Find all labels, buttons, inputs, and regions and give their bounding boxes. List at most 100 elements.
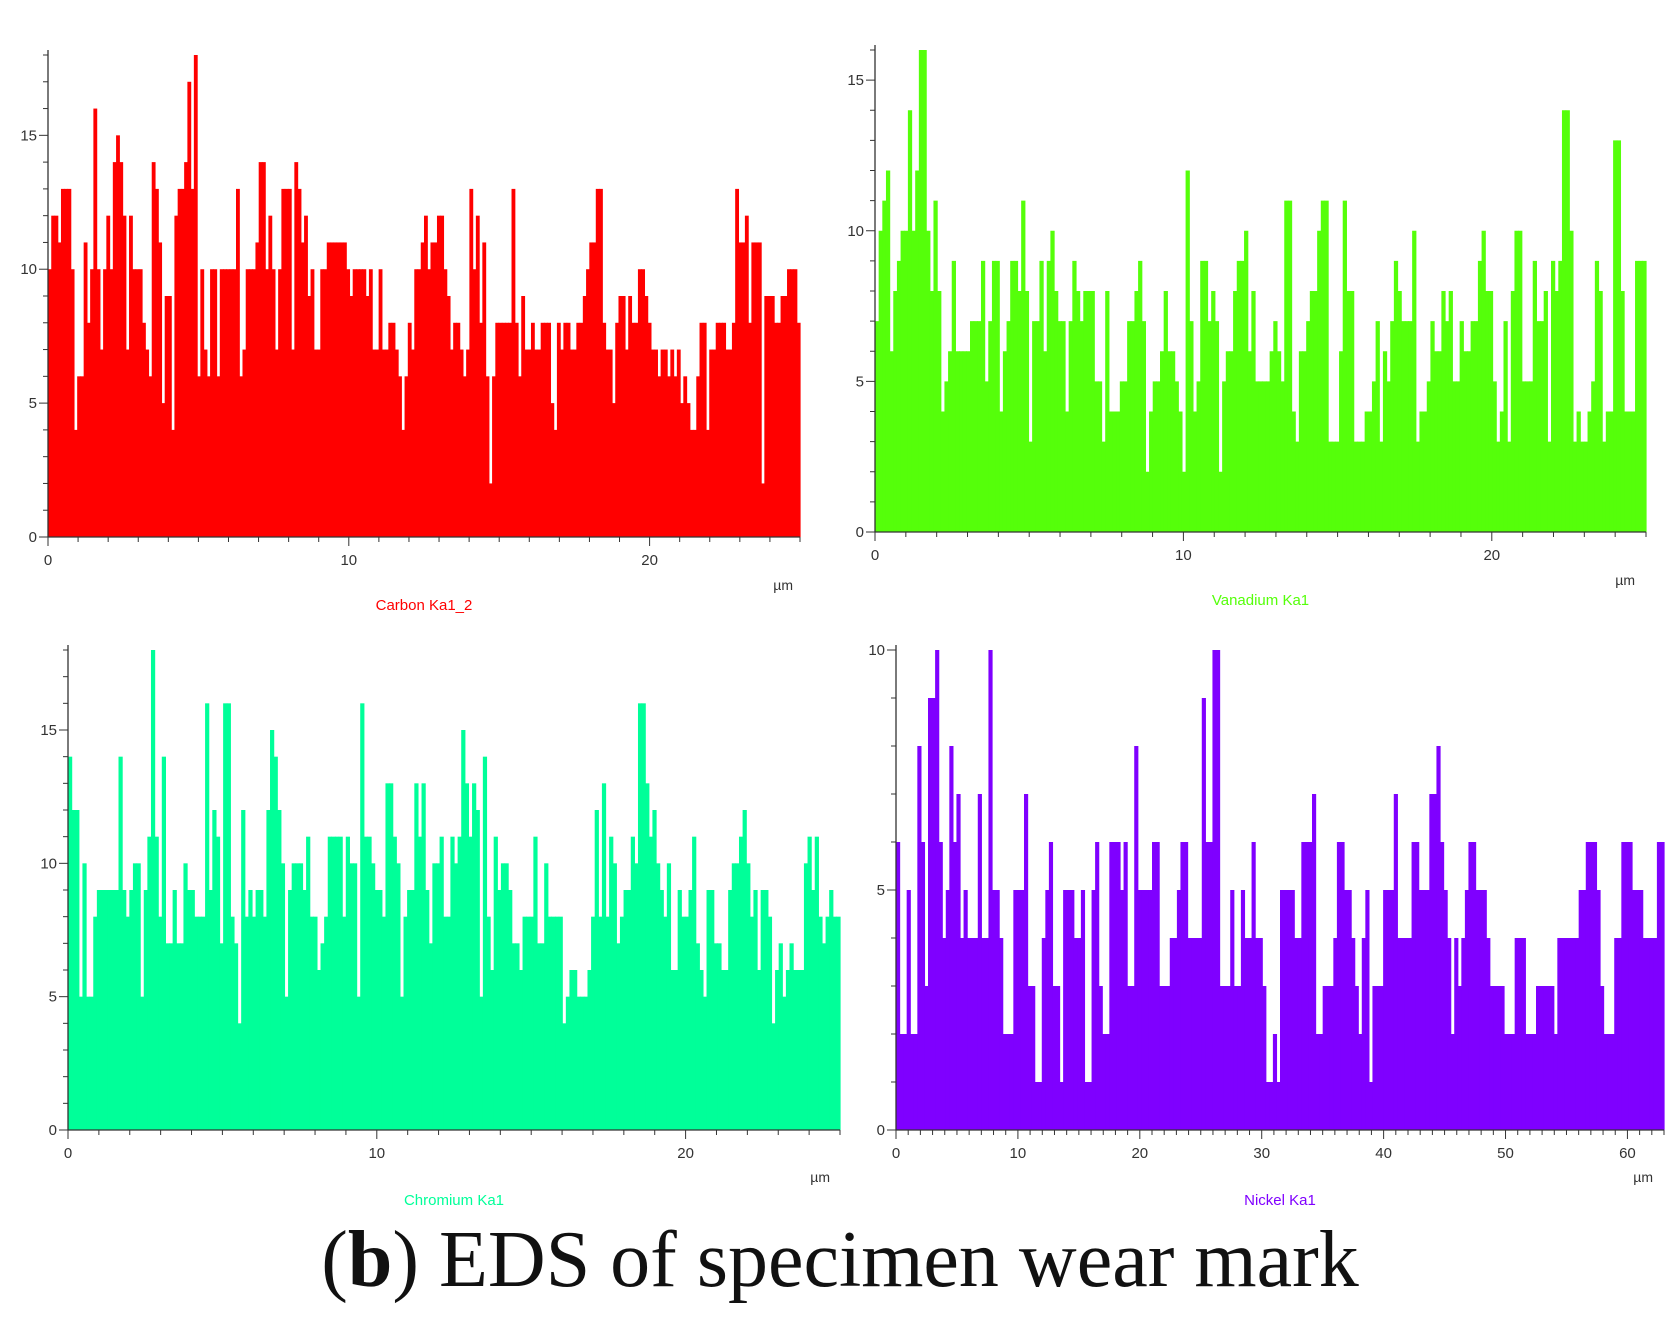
bar [1024, 291, 1030, 532]
bar [1521, 381, 1527, 533]
bar [255, 242, 260, 537]
bar [1027, 986, 1032, 1130]
bar [688, 890, 693, 1130]
bar [486, 916, 491, 1130]
bar [811, 890, 816, 1130]
bar [738, 242, 743, 537]
bar [731, 322, 736, 537]
bar [1315, 1034, 1320, 1130]
bar [167, 296, 172, 537]
bar [918, 50, 924, 532]
bar [931, 698, 936, 1130]
bar [226, 703, 231, 1130]
bar [1072, 260, 1077, 533]
bar [1635, 260, 1640, 533]
bar [999, 411, 1004, 532]
bar [466, 349, 470, 537]
bar [977, 321, 982, 533]
bar [821, 943, 827, 1130]
bar [1368, 411, 1373, 532]
bar [540, 943, 545, 1130]
bar [907, 110, 913, 532]
bar [111, 890, 116, 1130]
bar [945, 890, 950, 1130]
bar [320, 943, 325, 1130]
y-tick-label: 15 [847, 72, 864, 89]
bar [492, 376, 496, 537]
bar [48, 269, 52, 537]
bar [1532, 260, 1537, 533]
bar [1547, 441, 1552, 533]
bar [1218, 471, 1223, 532]
bar [1112, 411, 1117, 532]
bar [757, 242, 762, 537]
bar [145, 349, 150, 537]
bar [1598, 291, 1603, 532]
x-tick-label: 20 [1483, 547, 1500, 564]
bar [1294, 938, 1299, 1130]
bar [959, 351, 964, 532]
bar [1160, 351, 1165, 532]
bar [1339, 351, 1344, 532]
bar [268, 215, 273, 538]
bar [138, 269, 143, 537]
bar [526, 916, 531, 1130]
bar [1290, 890, 1295, 1130]
bar [1432, 794, 1438, 1130]
bar [244, 916, 249, 1130]
bar [1329, 986, 1334, 1130]
bar [920, 842, 926, 1130]
bar [1529, 381, 1534, 533]
bar [251, 916, 257, 1130]
bar [436, 215, 441, 538]
bar [71, 810, 76, 1130]
bar [693, 429, 697, 537]
bar [1425, 890, 1430, 1130]
bar [1065, 411, 1070, 532]
bar [404, 376, 409, 537]
bar [885, 170, 891, 532]
bar [1317, 230, 1322, 532]
bar [1468, 842, 1473, 1130]
bar [1152, 842, 1157, 1130]
bar [223, 703, 228, 1130]
bar [944, 381, 949, 533]
bar [591, 916, 596, 1130]
bar [355, 269, 360, 537]
bar [1423, 411, 1428, 532]
x-tick-label: 20 [641, 552, 658, 569]
bar [99, 349, 104, 537]
bar [1123, 842, 1128, 1130]
bar [313, 349, 318, 537]
y-tick-label: 0 [877, 1122, 885, 1139]
bar [378, 269, 383, 537]
bar [728, 890, 733, 1130]
bar [54, 215, 59, 538]
bar [1511, 1034, 1516, 1130]
bar [1445, 321, 1450, 533]
bar [381, 916, 387, 1130]
bar [1185, 170, 1190, 532]
carbon-chart: 0 5 10 15 0 10 20 µm Carbon Ka1_2 [20, 50, 801, 614]
bar [1119, 381, 1125, 533]
bar [1571, 938, 1576, 1130]
bar [634, 322, 639, 537]
bar [1631, 411, 1636, 532]
bar [1212, 650, 1217, 1130]
bar [212, 810, 217, 1130]
bar [1443, 890, 1448, 1130]
bar [1447, 938, 1452, 1130]
bar [1455, 381, 1461, 533]
bar [1063, 890, 1068, 1130]
bar [1379, 441, 1384, 533]
bar [1551, 260, 1556, 533]
bar [498, 322, 503, 537]
bar [363, 836, 369, 1130]
bar [1503, 321, 1508, 533]
bars [875, 50, 1647, 533]
bar [1094, 381, 1099, 533]
bar [735, 863, 740, 1130]
bar [132, 269, 137, 537]
bar [424, 215, 428, 538]
bar [1225, 351, 1231, 532]
